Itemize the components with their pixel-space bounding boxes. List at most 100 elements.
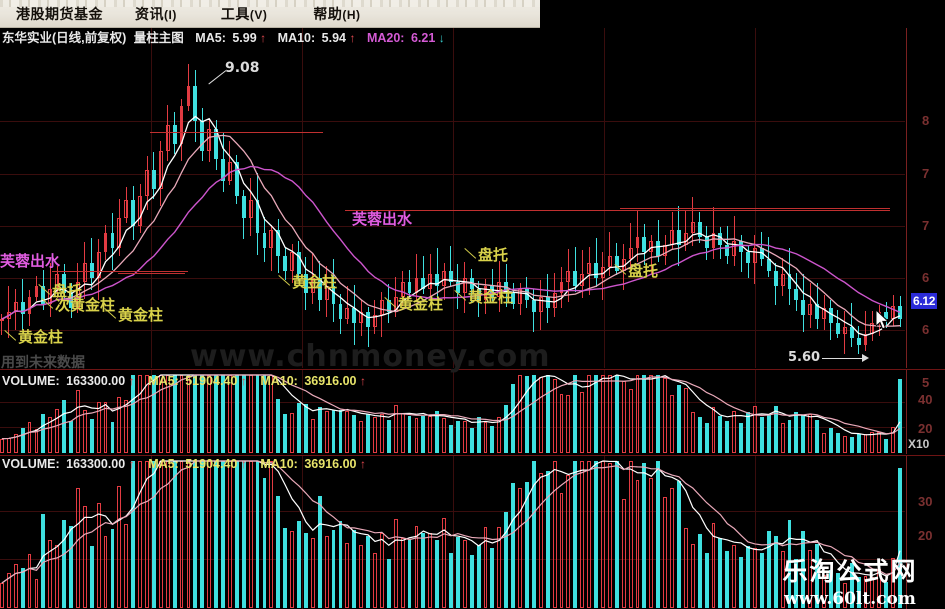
volume-bar (746, 545, 750, 608)
volume-bar (511, 482, 516, 608)
menu-item-tools[interactable]: 工具(V) (211, 2, 278, 26)
volume-bar (531, 375, 536, 453)
candle-wick (685, 210, 687, 252)
volume-bar (732, 411, 737, 453)
volume-bar (276, 399, 281, 453)
candle-body (856, 337, 861, 346)
volume-bar (829, 569, 833, 608)
candle-wick (851, 302, 853, 348)
chart-annotation: 黄金柱 (398, 295, 444, 313)
volume-bar (718, 538, 723, 608)
reference-line (52, 271, 188, 272)
candle-body (697, 222, 702, 238)
reference-line (345, 210, 890, 211)
volume-bar (269, 461, 274, 608)
candle-body (849, 326, 854, 338)
volume-bar (773, 405, 778, 453)
volume-bar (504, 512, 509, 608)
candle-body (449, 270, 453, 282)
volume-bar (835, 433, 840, 453)
candle-body (462, 278, 467, 293)
volume-bar (815, 420, 820, 453)
menu-item-help[interactable]: 帮助(H) (303, 2, 370, 26)
volume-bar (683, 527, 688, 608)
volume-bar (697, 417, 702, 453)
volume-bar (373, 416, 377, 453)
candle-body (677, 229, 681, 245)
volume-bar (891, 427, 896, 453)
volume-bar (573, 461, 578, 608)
chart-annotation: 黄金柱 (118, 306, 164, 324)
volume-bar (711, 522, 716, 608)
menu-mnemonic: (I) (164, 7, 177, 22)
vol-ma10-value: 36916.00 (304, 374, 357, 389)
volume-bar (103, 536, 108, 608)
volume-bar (635, 479, 640, 608)
vol-ma10-label: MA10: (260, 374, 298, 389)
candle-body (200, 121, 205, 152)
grid-line (453, 370, 454, 454)
volume-bar (331, 529, 336, 608)
volume-bar (55, 408, 60, 453)
volume-bar (442, 418, 446, 453)
volume-bar (670, 395, 674, 453)
volume-bar (580, 391, 585, 453)
vol-ma5-label: MA5: (148, 374, 179, 389)
volume-bar (538, 377, 543, 453)
volume-bar (34, 428, 39, 453)
candle-body (345, 307, 350, 320)
vol-ma10-value: 36916.00 (304, 457, 357, 472)
volume-bar (511, 383, 516, 453)
volume-bar (594, 375, 598, 453)
volume-bar (628, 461, 633, 608)
candle-body (269, 229, 274, 249)
volume-bar (753, 406, 757, 453)
volume-bar (276, 496, 281, 608)
candle-body (165, 125, 170, 152)
high-price-annotation: 9.08 (225, 60, 260, 76)
volume-bar (48, 416, 53, 453)
volume-bar (518, 487, 522, 608)
volume-bar (131, 461, 136, 608)
candle-body (780, 274, 785, 286)
volume-bar (303, 404, 308, 453)
candle-body (718, 233, 723, 245)
volume-bar (400, 412, 405, 453)
candle-body (566, 270, 571, 282)
volume-bar (856, 434, 861, 453)
menu-item-news[interactable]: 资讯(I) (125, 2, 187, 26)
candle-body (172, 125, 177, 144)
volume-bar (704, 552, 709, 608)
volume-bar (34, 579, 39, 608)
menu-bar: 港股期货基金 资讯(I) 工具(V) 帮助(H) (0, 0, 540, 28)
site-watermark: 乐淘公式网 www.60lt.com (762, 552, 938, 609)
volume-bar (283, 528, 288, 608)
volume-bar (794, 559, 799, 608)
candle-body (538, 296, 543, 312)
vol-ma5-up-arrow-icon: ↑ (240, 374, 247, 389)
price-panel-header: 东华实业(日线,前复权) 量柱主图 MA5: 5.99 ↑ MA10: 5.94… (2, 30, 445, 47)
volume-bar (248, 461, 253, 608)
volume-bar (842, 435, 847, 453)
volume-bar (352, 415, 357, 453)
candle-body (559, 281, 564, 293)
candle-body (683, 233, 688, 245)
volume-bar (89, 545, 94, 608)
candle-body (628, 248, 633, 260)
volume-bar (469, 427, 474, 453)
candle-body (103, 233, 108, 252)
volume-bar (849, 563, 854, 608)
volume-bar (677, 480, 681, 608)
candle-body (248, 199, 253, 219)
candle-body (766, 259, 771, 271)
candle-body (186, 85, 191, 107)
menu-label: 资讯 (135, 5, 164, 22)
instrument-title: 东华实业(日线,前复权) (2, 31, 127, 46)
candle-body (276, 229, 281, 256)
volume-bar (221, 461, 225, 608)
menu-item-hk-futures-fund[interactable]: 港股期货基金 (6, 2, 113, 26)
volume-panel-1-header: VOLUME: 163300.00 ↑ MA5: 51904.40 ↑ MA10… (2, 373, 366, 390)
volume-bar (41, 413, 46, 453)
price-axis-label: 6 (922, 322, 930, 338)
watermark-chnmoney: www.chnmoney.com (190, 339, 551, 374)
